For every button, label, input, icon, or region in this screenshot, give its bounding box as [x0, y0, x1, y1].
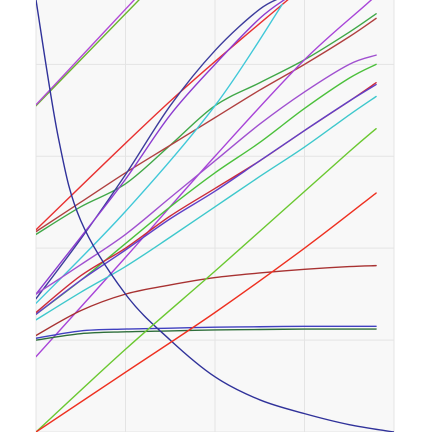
series-line-17 — [36, 328, 377, 341]
grid-lines — [35, 0, 395, 432]
series-line-19 — [36, 127, 377, 432]
series-line-10 — [36, 54, 377, 295]
series-line-7 — [36, 0, 286, 295]
series-line-5 — [36, 17, 377, 233]
series-line-18 — [36, 0, 394, 432]
series-line-15 — [36, 264, 377, 337]
series-line-16 — [36, 325, 377, 339]
series-line-9 — [36, 0, 373, 358]
series-line-3 — [36, 0, 289, 231]
series-line-6 — [36, 0, 278, 300]
series-line-11 — [36, 63, 377, 316]
series-line-14 — [36, 95, 377, 321]
series-line-20 — [36, 192, 377, 432]
series-line-8 — [36, 3, 283, 305]
series-line-1 — [36, 0, 140, 107]
series-lines — [36, 0, 394, 432]
series-line-13 — [36, 83, 377, 316]
series-line-2 — [36, 0, 136, 106]
